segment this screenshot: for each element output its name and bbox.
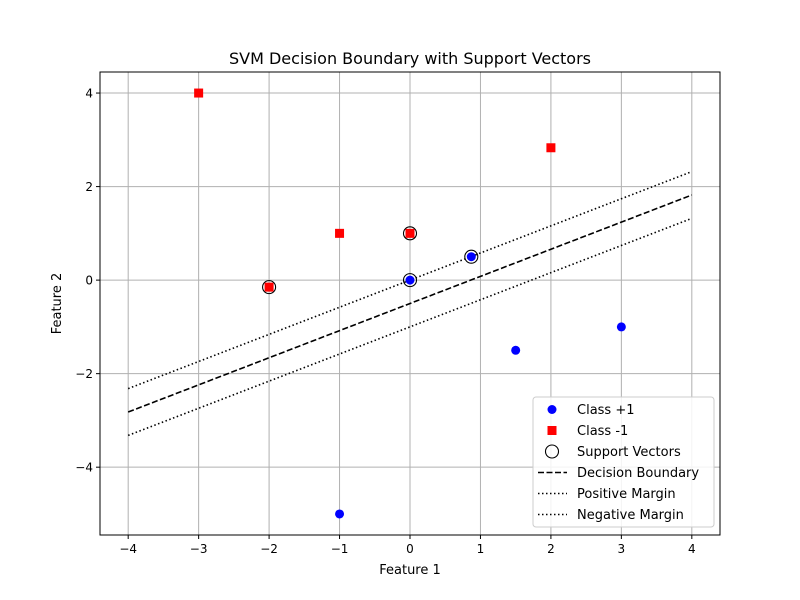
support-vector-marker	[402, 226, 418, 241]
legend-box	[532, 396, 715, 528]
x-tick-label: −3	[190, 542, 208, 556]
legend-label: Decision Boundary	[577, 466, 699, 481]
x-tick-label: 3	[618, 542, 626, 556]
class-pos-point	[405, 275, 415, 285]
support-vector-marker	[464, 249, 479, 264]
x-axis-label: Feature 1	[379, 563, 441, 578]
y-tick-label: −4	[75, 461, 93, 475]
chart-title: SVM Decision Boundary with Support Vecto…	[229, 49, 591, 68]
support-vector-marker	[262, 280, 277, 295]
x-tick-label: −2	[260, 542, 278, 556]
legend-swatch-marker	[544, 444, 560, 459]
class-neg-point	[194, 88, 204, 98]
positive-margin-line	[127, 170, 693, 390]
class-neg-point	[546, 143, 556, 153]
axis-ticks: −4 −3 −2 −1 0 1 2 3 4 −4 −2 0 2 4	[75, 87, 695, 556]
legend-label: Negative Margin	[577, 508, 684, 523]
legend-label: Class +1	[577, 403, 635, 418]
support-vector-marker	[402, 273, 418, 288]
class-neg-point	[405, 228, 415, 238]
class-pos-point	[466, 252, 476, 262]
x-tick-label: 2	[547, 542, 555, 556]
class-neg-point	[335, 228, 345, 238]
y-tick-label: 2	[85, 180, 93, 194]
data-points	[194, 88, 626, 519]
class-pos-point	[616, 322, 626, 332]
x-tick-label: −1	[331, 542, 349, 556]
legend-label: Class -1	[577, 424, 628, 439]
x-tick-label: −4	[119, 542, 137, 556]
x-tick-label: 1	[477, 542, 485, 556]
class-neg-point	[264, 282, 274, 292]
y-axis-label: Feature 2	[50, 273, 65, 335]
legend: Class +1 Class -1 Support Vectors Decision …	[532, 396, 715, 528]
legend-label: Positive Margin	[577, 487, 676, 502]
legend-swatch-marker	[547, 426, 557, 435]
legend-label: Support Vectors	[577, 445, 681, 460]
y-tick-label: 4	[85, 87, 93, 101]
decision-boundary-line	[127, 194, 693, 413]
boundary-lines	[127, 170, 693, 437]
negative-margin-line	[127, 217, 693, 437]
class-pos-point	[335, 509, 345, 519]
y-tick-label: −2	[75, 367, 93, 381]
class-pos-point	[511, 345, 521, 355]
x-tick-label: 4	[688, 542, 696, 556]
x-tick-label: 0	[406, 542, 414, 556]
legend-swatch-marker	[547, 405, 557, 414]
y-tick-label: 0	[85, 274, 93, 288]
